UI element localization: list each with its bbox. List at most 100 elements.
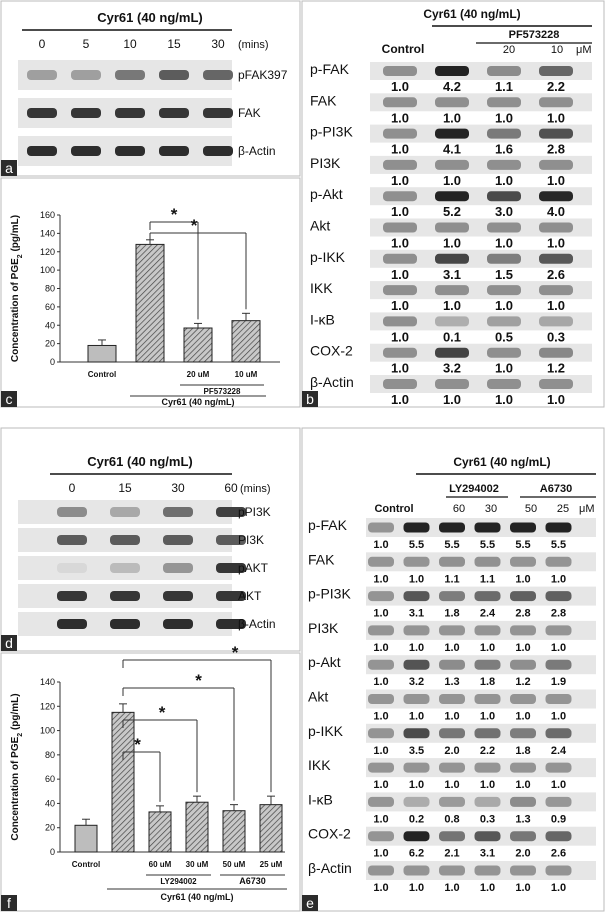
quant-value: 3.1 [480,848,495,860]
panel-b-blot-strip [370,93,592,112]
panel-b-blot-strip [370,281,592,300]
y-tick-label: 140 [40,677,55,687]
y-tick-label: 0 [50,847,55,857]
blot-band [539,66,573,76]
blot-band [487,379,521,389]
quant-value: 1.0 [373,779,388,791]
panel-a-row-label: FAK [238,106,261,120]
blot-band [383,159,417,170]
blot-band [403,796,430,807]
quant-value: 0.3 [480,813,495,825]
blot-band [439,591,465,602]
panel-b-letter: b [306,391,314,407]
panel-e-letter: e [306,895,314,911]
quant-value: 1.3 [515,813,530,825]
blot-band [383,253,417,264]
x-tick-label: 20 uM [187,370,210,379]
panel-b-rows: p-FAK 1.0 4.2 1.1 2.2 FAK 1.0 1.0 1.0 1.0 p-PI3K 1.… [310,61,592,407]
quant-value: 1.0 [443,236,461,251]
blot-band [403,762,430,773]
blot-band [163,507,193,517]
blot-band [439,762,465,773]
quant-value: 4.2 [443,79,461,94]
quant-value: 2.4 [551,745,567,757]
panel-b-blot-strip [370,187,592,206]
blot-band [439,865,465,876]
panel-a-time-5: 5 [83,37,90,51]
panel-a-time-labels: 0 5 10 15 30 [39,37,225,51]
panel-e-row-label: p-Akt [308,654,341,670]
blot-band [510,865,536,876]
blot-band [545,522,572,533]
panel-d-time-30: 30 [171,481,185,495]
bar [148,811,172,853]
quant-value: 1.0 [391,142,409,157]
panel-d-time-0: 0 [69,481,76,495]
panel-b: Cyr61 (40 ng/mL) PF573228 Control 20 10 … [301,0,605,408]
y-tick-label: 120 [40,701,55,711]
panel-e-inhibitor-2: A6730 [540,483,572,495]
y-tick-label: 80 [45,750,55,760]
panel-e-row-label: β-Actin [308,860,352,876]
blot-band [539,128,573,139]
blot-band [539,191,573,202]
y-tick-label: 0 [50,357,55,367]
blot-band [435,379,469,389]
quant-value: 1.0 [495,110,513,125]
blot-band [510,728,536,739]
panel-f-letter-box [1,895,17,911]
inhibitor-label: PF573228 [204,387,241,396]
quant-value: 1.0 [547,298,565,313]
blot-band [474,796,501,807]
quant-value: 1.0 [495,361,513,376]
blot-band [110,619,140,629]
quant-value: 2.2 [480,745,495,757]
inhibitor-2-label: A6730 [239,876,266,886]
bar [74,824,98,853]
blot-band [474,522,501,533]
panel-d-letter: d [5,635,13,651]
blot-band [110,535,140,545]
blot-band [403,522,430,533]
blot-band [159,146,189,156]
panel-c-letter: c [6,391,13,407]
quant-value: 1.0 [391,173,409,188]
quant-value: 1.0 [391,204,409,219]
blot-band [203,108,233,118]
quant-value: 0.1 [443,329,461,344]
y-tick-label: 20 [45,339,55,349]
panel-b-row-label: p-IKK [310,249,346,265]
y-tick-label: 120 [40,247,55,257]
quant-value: 1.0 [480,642,495,654]
quant-value: 1.0 [495,298,513,313]
blot-band [115,108,145,118]
blot-band [159,108,189,118]
quant-value: 1.0 [391,298,409,313]
blot-band [403,659,430,670]
blot-band [435,66,469,76]
blot-band [115,70,145,80]
y-axis-label: Concentration of PGE2 (pg/mL) [10,693,24,840]
blot-band [510,591,536,602]
blot-band [474,762,501,773]
quant-value: 3.5 [409,745,424,757]
quant-value: 1.0 [373,642,388,654]
x-tick-label: 25 uM [260,860,283,869]
blot-band [439,796,465,807]
quant-value: 6.2 [409,848,424,860]
blot-band [439,522,465,533]
blot-band [159,70,189,80]
blot-band [163,591,193,601]
blot-band [163,619,193,629]
blot-band [539,379,573,389]
x-tick-label: 60 uM [149,860,172,869]
quant-value: 0.8 [444,813,459,825]
treatment-label: Cyr61 (40 ng/mL) [160,892,233,902]
blot-band [71,108,101,118]
panel-b-treatment: Cyr61 (40 ng/mL) [423,7,520,21]
y-tick-label: 40 [45,798,55,808]
blot-band [474,694,501,704]
panel-a-row-label: pFAK397 [238,68,288,82]
blot-band [510,522,536,533]
panel-a-unit: (mins) [238,39,269,51]
